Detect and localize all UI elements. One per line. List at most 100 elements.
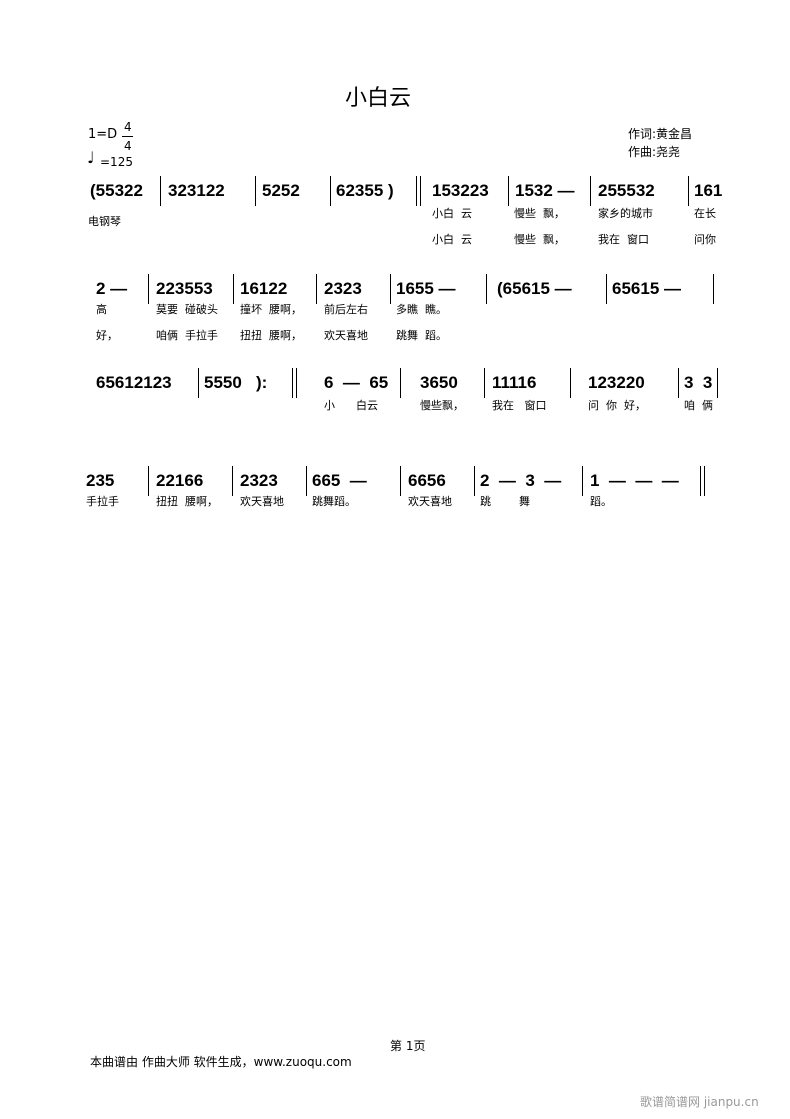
note-group: (65615 —: [497, 279, 572, 298]
bar-line: [486, 274, 487, 304]
bar-line: [316, 274, 317, 304]
bar-line: [420, 176, 421, 206]
lyric: 家乡的城市: [598, 207, 653, 220]
note-group: 5550 ):: [204, 373, 268, 392]
lyric: 扭扭 腰啊，: [156, 495, 218, 508]
note-group: 1 — — —: [590, 471, 679, 490]
note-group: 3 3: [684, 373, 713, 392]
bar-line: [330, 176, 331, 206]
bar-line: [198, 368, 199, 398]
note-group: (55322: [90, 181, 143, 200]
bar-line: [296, 368, 297, 398]
lyric: 扭扭 腰啊，: [240, 329, 302, 342]
bar-line: [148, 274, 149, 304]
bar-line: [233, 274, 234, 304]
bar-line: [570, 368, 571, 398]
lyric: 前后左右: [324, 303, 368, 316]
bar-line: [713, 274, 714, 304]
bar-line: [474, 466, 475, 496]
lyric: 问你: [694, 233, 716, 246]
lyric: 跳舞 蹈。: [396, 329, 447, 342]
note-group: 123220: [588, 373, 645, 392]
bar-line: [400, 368, 401, 398]
note-icon: ♩: [87, 148, 95, 167]
lyric: 慢些 飘，: [514, 233, 565, 246]
bar-line: [306, 466, 307, 496]
lyric: 在长: [694, 207, 716, 220]
bar-line: [704, 466, 705, 496]
bar-line: [606, 274, 607, 304]
bar-line: [390, 274, 391, 304]
lyric: 小白 云: [432, 207, 472, 220]
note-group: 161: [694, 181, 723, 200]
lyric: 撞坏 腰啊，: [240, 303, 302, 316]
note-group: 2 —: [96, 279, 128, 298]
note-group: 1655 —: [396, 279, 456, 298]
page-number: 第 1页: [390, 1039, 426, 1053]
bar-line: [582, 466, 583, 496]
note-group: 255532: [598, 181, 655, 200]
time-line: [122, 136, 133, 137]
note-group: 3650: [420, 373, 458, 392]
bar-line: [590, 176, 591, 206]
time-bottom: 4: [124, 139, 132, 153]
watermark: 歌谱简谱网 jianpu.cn: [640, 1095, 759, 1109]
lyric: 高: [96, 303, 107, 316]
bar-line: [717, 368, 718, 398]
lyric: 跳 舞: [480, 495, 530, 508]
bar-line: [508, 176, 509, 206]
note-group: 5252: [262, 181, 300, 200]
lyric: 手拉手: [86, 495, 119, 508]
key: 1=D: [88, 127, 118, 142]
instrument: 电钢琴: [88, 215, 121, 228]
lyric: 跳舞蹈。: [312, 495, 356, 508]
lyric: 蹈。: [590, 495, 612, 508]
lyricist: 作词:黄金昌: [628, 127, 693, 141]
note-group: 65612123: [96, 373, 172, 392]
lyric: 欢天喜地: [324, 329, 368, 342]
bar-line: [148, 466, 149, 496]
bar-line: [255, 176, 256, 206]
lyric: 我在 窗口: [598, 233, 649, 246]
bar-line: [416, 176, 417, 206]
note-group: 665 —: [312, 471, 367, 490]
note-group: 6656: [408, 471, 446, 490]
bar-line: [688, 176, 689, 206]
note-group: 153223: [432, 181, 489, 200]
note-group: 1532 —: [515, 181, 575, 200]
bar-line: [700, 466, 701, 496]
note-group: 11116: [492, 373, 537, 392]
note-group: 6 — 65: [324, 373, 389, 392]
lyric: 欢天喜地: [408, 495, 452, 508]
lyric: 好，: [96, 329, 118, 342]
lyric: 咱俩 手拉手: [156, 329, 218, 342]
lyric: 多瞧 瞧。: [396, 303, 447, 316]
lyric: 小白 云: [432, 233, 472, 246]
note-group: 62355 ): [336, 181, 394, 200]
footer-note: 本曲谱由 作曲大师 软件生成，www.zuoqu.com: [90, 1055, 352, 1069]
note-group: 235: [86, 471, 115, 490]
lyric: 慢些 飘，: [514, 207, 565, 220]
bar-line: [678, 368, 679, 398]
bar-line: [160, 176, 161, 206]
tempo: =125: [100, 155, 133, 169]
bar-line: [292, 368, 293, 398]
note-group: 2323: [324, 279, 362, 298]
note-group: 323122: [168, 181, 225, 200]
lyric: 问 你 好，: [588, 399, 646, 412]
bar-line: [400, 466, 401, 496]
time-top: 4: [124, 120, 132, 134]
note-group: 16122: [240, 279, 288, 298]
composer: 作曲:尧尧: [628, 145, 681, 159]
title: 小白云: [345, 86, 412, 111]
lyric: 莫要 碰破头: [156, 303, 218, 316]
bar-line: [232, 466, 233, 496]
note-group: 223553: [156, 279, 213, 298]
lyric: 咱 俩: [684, 399, 713, 412]
bar-line: [484, 368, 485, 398]
note-group: 2323: [240, 471, 278, 490]
lyric: 我在 窗口: [492, 399, 547, 412]
lyric: 欢天喜地: [240, 495, 284, 508]
lyric: 小 白云: [324, 399, 378, 412]
